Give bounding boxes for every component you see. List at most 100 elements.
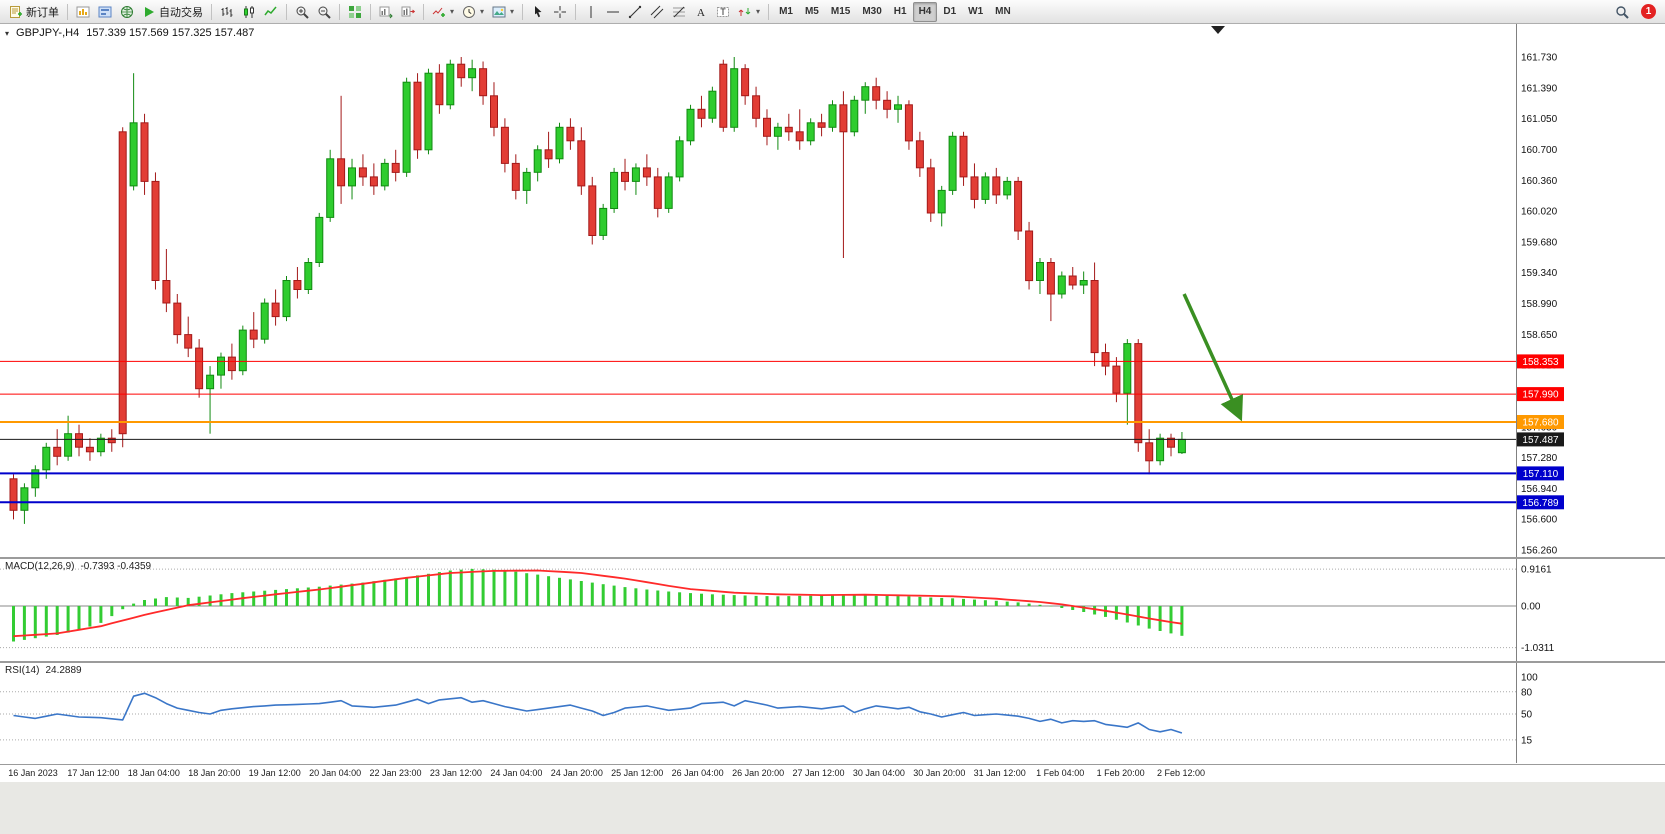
svg-text:161.050: 161.050 <box>1521 114 1558 125</box>
cursor-icon <box>531 5 545 19</box>
arrows-button[interactable]: ▾ <box>734 2 764 22</box>
fibonacci-button[interactable] <box>668 2 690 22</box>
rsi-panel[interactable]: RSI(14) 24.2889 100 80 50 15 <box>0 663 1665 763</box>
search-icon <box>1615 5 1629 19</box>
svg-text:80: 80 <box>1521 687 1533 698</box>
macd-histogram <box>12 568 1184 642</box>
autotrade-button[interactable]: 自动交易 <box>138 2 207 22</box>
timeframe-button-H4[interactable]: H4 <box>912 1 938 22</box>
auto-scroll-icon <box>379 5 393 19</box>
horizontal-line-icon <box>606 5 620 19</box>
notification-badge[interactable]: 1 <box>1641 4 1656 19</box>
rsi-line <box>13 692 1183 734</box>
zoom-in-icon <box>295 5 309 19</box>
chart-shift-marker[interactable] <box>1211 26 1225 34</box>
trendline-icon <box>628 5 642 19</box>
zoom-out-icon <box>317 5 331 19</box>
crosshair-button[interactable] <box>549 2 571 22</box>
toolbar-separator <box>370 3 371 20</box>
auto-scroll-button[interactable] <box>375 2 397 22</box>
timeframe-button-H1[interactable]: H1 <box>893 6 907 17</box>
horizontal-line-button[interactable] <box>602 2 624 22</box>
chart-shift-button[interactable] <box>397 2 419 22</box>
zoom-out-button[interactable] <box>313 2 335 22</box>
macd-values: -0.7393 -0.4359 <box>80 561 152 572</box>
timeframe-button-M5[interactable]: M5 <box>804 6 819 17</box>
time-label: 2 Feb 12:00 <box>1156 768 1206 778</box>
svg-text:0.9161: 0.9161 <box>1521 565 1552 576</box>
svg-text:156.789: 156.789 <box>1522 498 1559 509</box>
chart-menu-icon[interactable]: ▾ <box>5 28 10 38</box>
symbol-period-label: GBPJPY-,H4 <box>16 27 80 39</box>
market-watch-button[interactable] <box>116 2 138 22</box>
periods-icon <box>462 5 476 19</box>
bar-chart-button[interactable] <box>216 2 238 22</box>
price-chart-canvas[interactable]: 161.730 161.390 161.050 160.700 160.360 160.0… <box>0 24 1665 557</box>
trend-arrow[interactable] <box>1182 293 1243 422</box>
timeframe-button-MN[interactable]: MN <box>995 6 1011 17</box>
trendline-button[interactable] <box>624 2 646 22</box>
candlestick-chart-button[interactable] <box>238 2 260 22</box>
status-area <box>0 782 1665 834</box>
new-order-button-label: 新订单 <box>26 6 59 19</box>
panel-splitter[interactable] <box>0 557 1665 559</box>
zoom-in-button[interactable] <box>291 2 313 22</box>
rsi-canvas[interactable]: 100 80 50 15 <box>0 663 1665 763</box>
text-button[interactable]: A <box>690 2 712 22</box>
svg-text:100: 100 <box>1521 673 1538 684</box>
candlestick-chart-icon <box>242 5 256 19</box>
macd-panel[interactable]: MACD(12,26,9) -0.7393 -0.4359 0.9161 0.00… <box>0 559 1665 661</box>
svg-text:157.487: 157.487 <box>1522 435 1559 446</box>
svg-text:161.390: 161.390 <box>1521 83 1558 94</box>
new-order-button[interactable]: 新订单 <box>5 2 63 22</box>
search-button[interactable] <box>1611 2 1633 22</box>
rsi-background <box>0 663 1665 763</box>
autotrade-button-label: 自动交易 <box>159 6 203 19</box>
periods-button[interactable]: ▾ <box>458 2 488 22</box>
svg-text:161.730: 161.730 <box>1521 53 1558 64</box>
svg-text:158.990: 158.990 <box>1521 299 1558 310</box>
charts-button[interactable] <box>72 2 94 22</box>
chevron-down-icon: ▾ <box>480 7 485 16</box>
timeframe-button-W1[interactable]: W1 <box>968 6 984 17</box>
toolbar-separator <box>522 3 524 20</box>
timeframe-button-M1[interactable]: M1 <box>779 6 793 17</box>
channel-button[interactable] <box>646 2 668 22</box>
chart-shift-icon <box>401 5 415 19</box>
templates-button[interactable]: ▾ <box>488 2 518 22</box>
svg-text:50: 50 <box>1521 710 1533 721</box>
svg-text:158.650: 158.650 <box>1521 330 1558 341</box>
toolbar-right: 1 <box>1611 2 1660 22</box>
toolbar-separator <box>286 3 287 20</box>
tile-windows-button[interactable] <box>344 2 366 22</box>
fibonacci-icon <box>672 5 686 19</box>
svg-text:158.353: 158.353 <box>1522 357 1559 368</box>
svg-text:156.600: 156.600 <box>1521 515 1558 526</box>
time-label: 26 Jan 20:00 <box>732 768 785 778</box>
macd-label: MACD(12,26,9) <box>5 561 75 572</box>
toolbar-separator <box>768 3 770 20</box>
indicators-button[interactable]: ▾ <box>428 2 458 22</box>
chevron-down-icon: ▾ <box>450 7 455 16</box>
price-chart-panel[interactable]: ▾ GBPJPY-,H4 157.339 157.569 157.325 157… <box>0 24 1665 557</box>
svg-text:T: T <box>720 7 726 17</box>
time-axis[interactable]: 16 Jan 2023 17 Jan 12:00 18 Jan 04:00 18 Ja… <box>0 764 1665 782</box>
time-label: 16 Jan 2023 <box>8 768 58 778</box>
svg-text:157.990: 157.990 <box>1522 390 1559 401</box>
cursor-button[interactable] <box>527 2 549 22</box>
timeframe-button-M15[interactable]: M15 <box>830 6 851 17</box>
crosshair-icon <box>553 5 567 19</box>
price-level-lines[interactable]: 158.353 157.990 157.680 157.487 157.110 156.7… <box>0 354 1564 510</box>
panel-splitter[interactable] <box>0 661 1665 663</box>
macd-canvas[interactable]: 0.9161 0.00 -1.0311 <box>0 559 1665 661</box>
timeframe-button-M30[interactable]: M30 <box>862 6 882 17</box>
vertical-line-button[interactable] <box>580 2 602 22</box>
toolbar-separator <box>423 3 424 20</box>
toolbar-separator <box>67 3 68 20</box>
line-chart-button[interactable] <box>260 2 282 22</box>
label-button[interactable]: T <box>712 2 734 22</box>
profiles-button[interactable] <box>94 2 116 22</box>
timeframe-button-D1[interactable]: D1 <box>943 6 957 17</box>
time-label: 24 Jan 04:00 <box>490 768 543 778</box>
time-label: 30 Jan 20:00 <box>913 768 966 778</box>
